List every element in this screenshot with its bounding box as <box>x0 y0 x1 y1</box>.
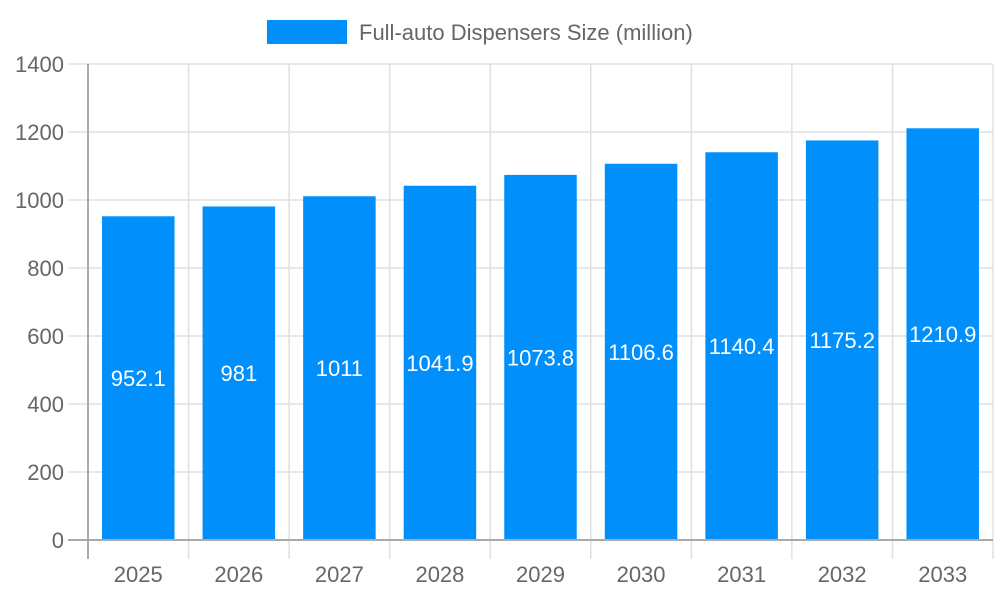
data-label: 1011 <box>316 356 363 381</box>
x-tick-label: 2033 <box>918 562 967 587</box>
y-tick-label: 600 <box>27 324 64 349</box>
x-tick-label: 2029 <box>516 562 565 587</box>
bar-2026 <box>202 206 276 540</box>
bars <box>102 128 979 541</box>
x-tick-label: 2027 <box>315 562 364 587</box>
bar-2033 <box>906 128 979 540</box>
data-label: 952.1 <box>111 366 166 391</box>
y-tick-label: 400 <box>27 392 64 417</box>
bar-2030 <box>604 163 678 541</box>
legend-swatch <box>267 20 347 44</box>
data-label: 1140.4 <box>709 334 775 359</box>
data-label: 981 <box>220 361 257 386</box>
bar-2032 <box>805 140 879 540</box>
data-label: 1041.9 <box>406 351 473 376</box>
x-tick-label: 2032 <box>818 562 867 587</box>
legend-label: Full-auto Dispensers Size (million) <box>359 20 693 45</box>
y-tick-label: 200 <box>27 460 64 485</box>
y-tick-label: 0 <box>52 528 64 553</box>
data-label: 1175.2 <box>809 328 875 353</box>
axes: 0 200 400 600 800 1000 1200 1400 2025 2026 2027 202… <box>15 52 993 587</box>
x-tick-label: 2030 <box>617 562 666 587</box>
data-label: 1073.8 <box>507 345 574 370</box>
data-label: 1210.9 <box>909 322 976 347</box>
bar-2029 <box>504 174 577 540</box>
y-tick-label: 1400 <box>15 52 64 77</box>
bar-2027 <box>303 196 376 540</box>
x-tick-label: 2025 <box>114 562 163 587</box>
bar-2025 <box>102 216 175 540</box>
x-tick-label: 2026 <box>214 562 263 587</box>
y-tick-label: 1200 <box>15 120 64 145</box>
data-label: 1106.6 <box>608 340 674 365</box>
y-tick-label: 1000 <box>15 188 64 213</box>
bar-2031 <box>705 152 778 541</box>
x-tick-label: 2031 <box>717 562 766 587</box>
data-labels: 952.1 981 1011 1041.9 1073.8 1106.6 1140.4 1175… <box>111 322 977 391</box>
x-tick-label: 2028 <box>415 562 464 587</box>
y-tick-label: 800 <box>27 256 64 281</box>
legend[interactable]: Full-auto Dispensers Size (million) <box>267 20 693 45</box>
bar-2028 <box>403 185 477 540</box>
